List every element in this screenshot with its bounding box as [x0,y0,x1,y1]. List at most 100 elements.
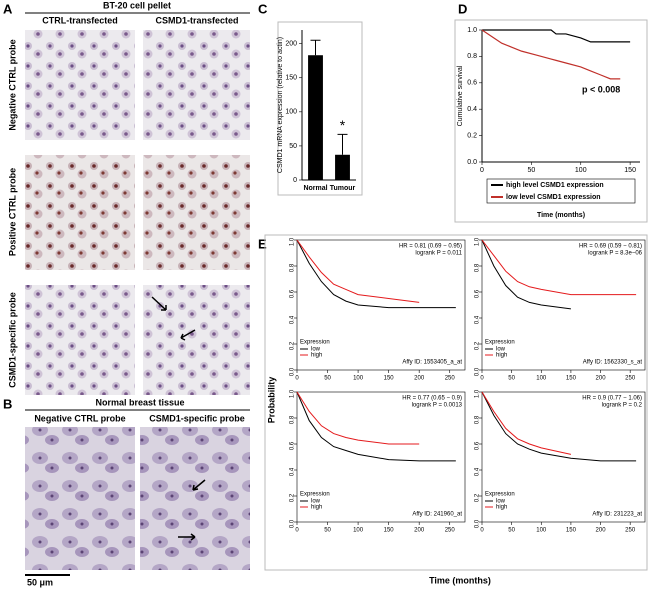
y-tick-label: 0.0 [290,519,296,528]
micrograph [140,427,250,570]
x-tick-label: 150 [566,376,577,382]
legend-title: Expression [300,492,330,498]
legend-title: Expression [485,340,515,346]
hazard-ratio: HR = 0.81 (0.69 − 0.95) [399,244,462,250]
micrograph [25,30,135,140]
y-tick-label: 0.4 [290,315,296,324]
y-axis-label: CSMD1 mRNA expression (relative to actin… [277,37,284,173]
legend-label: low [496,347,506,353]
plot-frame [296,239,466,371]
x-axis-label: Time (months) [537,212,585,219]
annotation: * [340,117,346,133]
y-tick-label: 0.4 [475,315,481,324]
x-tick-label: 200 [414,528,425,534]
x-tick-label: 0 [480,528,484,534]
panel-label: D [458,1,467,16]
y-tick-label: 0.4 [467,106,477,113]
panel-label: B [3,396,12,411]
y-axis-label: Probability [266,377,276,424]
x-tick-label: Normal [303,185,327,192]
y-tick-label: 1.0 [290,237,296,246]
x-tick-label: 50 [324,376,331,382]
legend-frame [486,178,636,204]
y-tick-label: 0.8 [290,415,296,424]
annotation: p < 0.008 [582,84,620,94]
survival-curve [481,391,572,455]
legend-label: low [311,347,321,353]
x-tick-label: 200 [596,376,607,382]
y-tick-label: 0.2 [467,132,477,139]
y-tick-label: 1.0 [475,237,481,246]
micrograph [143,30,250,140]
micrograph [25,155,135,270]
y-tick-label: 1.0 [290,389,296,398]
x-axis-label: Time (months) [429,575,491,585]
y-tick-label: 0 [293,177,297,184]
y-tick-label: 150 [285,75,297,82]
micrograph [25,285,135,395]
x-tick-label: 150 [624,167,636,174]
y-tick-label: 0.2 [475,493,481,502]
y-tick-label: 0.0 [290,367,296,376]
x-tick-label: 100 [353,528,364,534]
y-tick-label: 0.6 [475,441,481,450]
x-tick-label: 250 [625,528,636,534]
panel-label: C [258,1,268,16]
micrograph [143,155,250,270]
x-tick-label: 150 [566,528,577,534]
legend-label: low [311,499,321,505]
x-tick-label: 150 [384,376,395,382]
y-tick-label: 0.8 [467,53,477,60]
survival-curve [481,29,621,80]
legend-title: Expression [300,340,330,346]
panel-frame [277,21,363,196]
logrank: logrank P = 0.011 [415,251,462,257]
column-label: CSMD1-specific probe [149,413,245,423]
bar [308,55,323,180]
affy-id: Affy ID: 1553405_a_at [402,360,462,366]
y-tick-label: 0.4 [475,467,481,476]
y-tick-label: 0.6 [290,441,296,450]
panel-title: Normal breast tissue [95,397,184,407]
legend-label: high level CSMD1 expression [506,182,604,189]
y-tick-label: 0.2 [290,493,296,502]
legend-label: high [311,353,322,359]
y-tick-label: 0.6 [290,289,296,298]
y-tick-label: 100 [285,109,297,116]
column-label: CTRL-transfected [42,15,118,25]
affy-id: Affy ID: 241960_at [412,512,462,518]
y-tick-label: 0.8 [475,263,481,272]
panel-b: B Normal breast tissue Negative CTRL pro… [3,396,250,587]
x-tick-label: 200 [596,528,607,534]
y-tick-label: 0.6 [467,80,477,87]
legend-label: low [496,499,506,505]
y-tick-label: 0.8 [290,263,296,272]
plot-frame [296,391,466,523]
survival-curve [482,29,631,43]
y-tick-label: 0.2 [475,341,481,350]
y-tick-label: 1.0 [475,389,481,398]
y-tick-label: 50 [289,143,297,150]
x-tick-label: 200 [414,376,425,382]
column-label: Negative CTRL probe [34,413,125,423]
panel-label: E [258,236,267,251]
y-tick-label: 0.0 [475,367,481,376]
hazard-ratio: HR = 0.69 (0.59 − 0.81) [579,244,642,250]
error-bar [310,39,321,56]
y-tick-label: 1.0 [467,27,477,34]
x-tick-label: 150 [384,528,395,534]
x-tick-label: 50 [527,167,535,174]
x-tick-label: 250 [445,376,456,382]
x-tick-label: 250 [445,528,456,534]
micrograph [25,427,135,570]
panel-frame [454,19,648,223]
survival-curve [296,391,420,445]
x-tick-label: 0 [295,376,299,382]
legend-label: high [496,353,507,359]
column-label: CSMD1-transfected [155,15,238,25]
y-axis-label: Cumulative survival [457,65,464,126]
legend-title: Expression [485,492,515,498]
plot-frame [481,239,646,371]
panel-title: BT-20 cell pellet [103,0,171,10]
x-tick-label: 0 [480,167,484,174]
